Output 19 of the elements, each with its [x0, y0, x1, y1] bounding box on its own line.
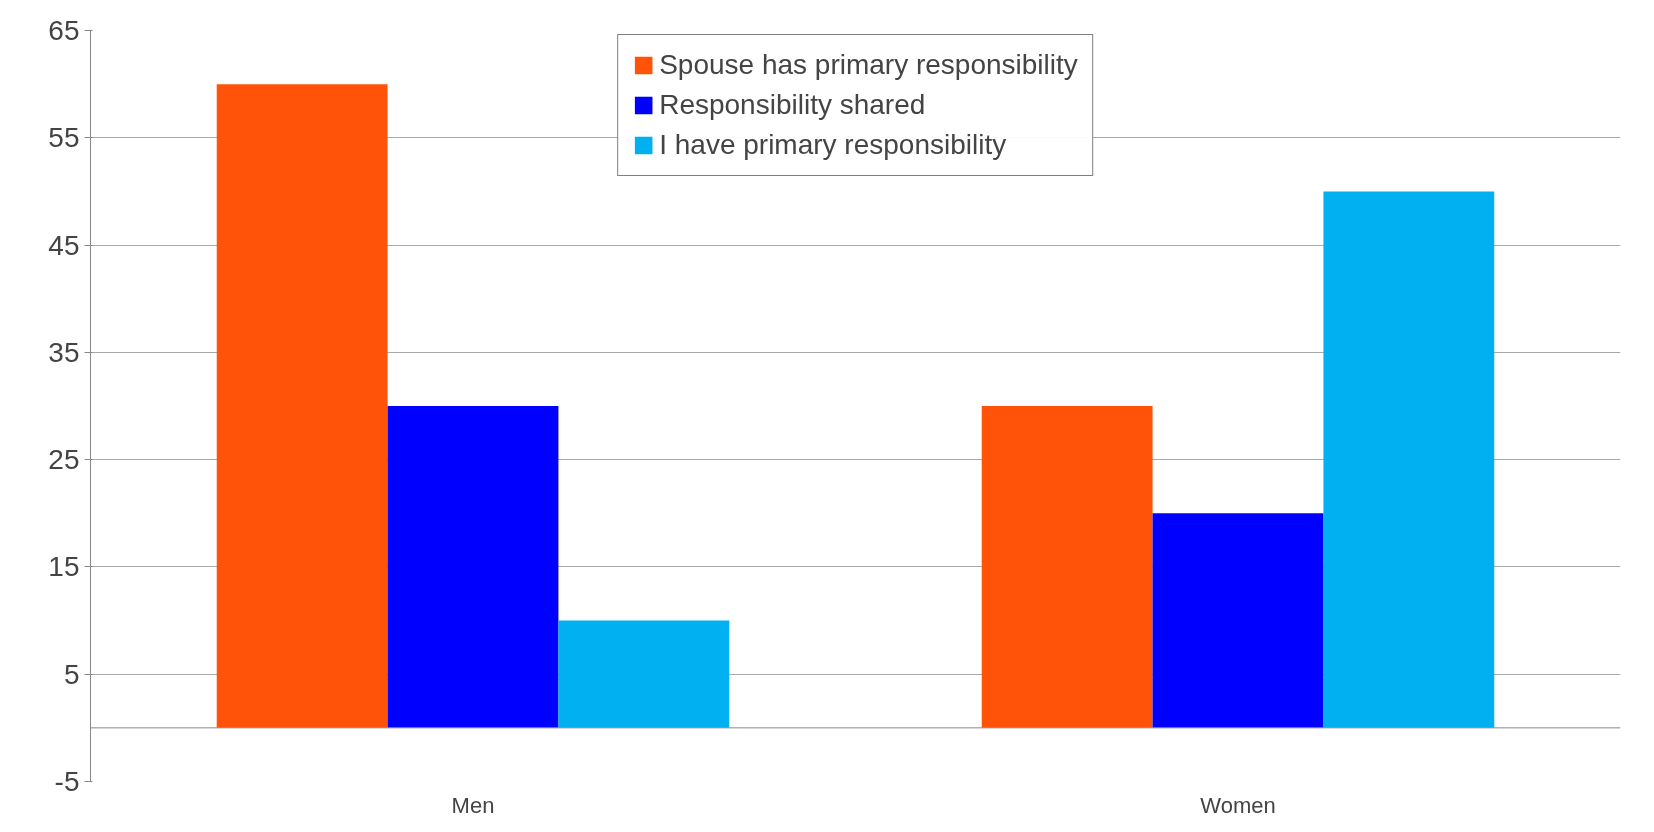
bar [387, 406, 559, 728]
bar [216, 84, 388, 728]
y-tick-label: 15 [48, 551, 80, 583]
x-tick-label: Men [451, 792, 495, 818]
y-tick-label: 25 [48, 444, 80, 476]
legend-label: Spouse has primary responsibility [659, 49, 1078, 81]
legend-label: Responsibility shared [659, 89, 926, 121]
y-tick-label: 35 [48, 336, 80, 368]
legend-label: I have primary responsibility [659, 129, 1007, 161]
y-tick-label: 65 [48, 15, 80, 46]
y-tick-label: 45 [48, 229, 80, 261]
bar [558, 620, 730, 728]
x-tick-label: Women [1200, 792, 1276, 818]
y-tick-label: -5 [54, 766, 80, 797]
bar [981, 406, 1153, 728]
y-tick-label: 55 [48, 122, 80, 154]
y-tick-label: 5 [63, 658, 80, 690]
bar [1323, 191, 1495, 728]
bar [1152, 513, 1324, 728]
